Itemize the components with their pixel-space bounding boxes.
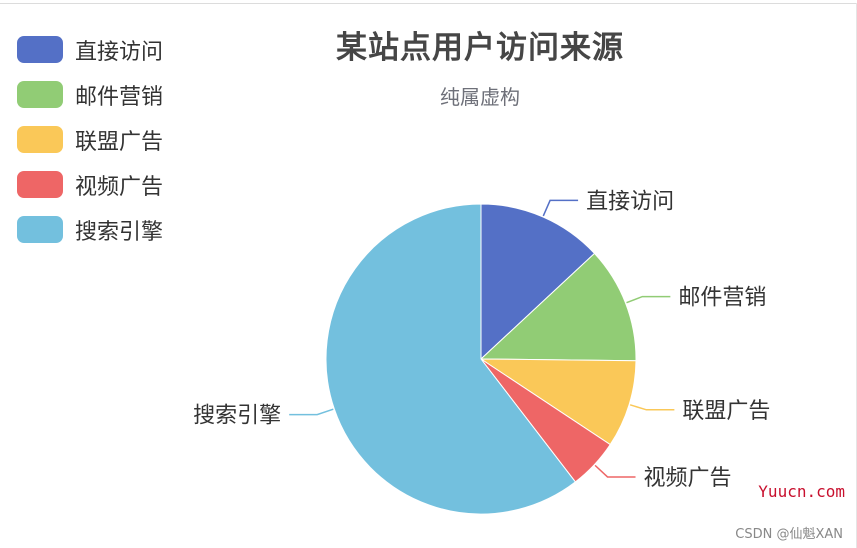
slice-label: 搜索引擎	[193, 404, 281, 429]
legend-swatch	[17, 81, 63, 108]
label-leader-line	[542, 199, 579, 217]
legend-label: 直接访问	[75, 39, 164, 65]
pie-slice[interactable]	[480, 203, 596, 361]
slice-label: 联盟广告	[682, 399, 770, 424]
label-leader-line	[594, 464, 636, 478]
pie-slice[interactable]	[479, 358, 637, 446]
slice-label: 直接访问	[586, 189, 674, 214]
legend-label: 联盟广告	[75, 129, 164, 155]
pie-slice[interactable]	[325, 203, 577, 515]
legend-item[interactable]: 联盟广告	[17, 117, 163, 162]
watermark-author: CSDN @仙魁XAN	[735, 527, 843, 542]
label-leader-line	[629, 404, 675, 411]
legend-label: 搜索引擎	[75, 219, 164, 245]
watermark-site: Yuucn.com	[758, 482, 845, 501]
legend-swatch	[17, 36, 63, 63]
slice-label: 邮件营销	[678, 286, 766, 311]
chart-legend: 直接访问邮件营销联盟广告视频广告搜索引擎	[17, 27, 163, 252]
pie-slice[interactable]	[479, 252, 637, 362]
label-leader-line	[289, 408, 334, 416]
legend-item[interactable]: 邮件营销	[17, 72, 163, 117]
legend-item[interactable]: 直接访问	[17, 27, 163, 72]
legend-swatch	[17, 216, 63, 243]
legend-item[interactable]: 视频广告	[17, 162, 163, 207]
legend-item[interactable]: 搜索引擎	[17, 207, 163, 252]
slice-label: 视频广告	[644, 466, 732, 491]
legend-label: 视频广告	[75, 174, 164, 200]
chart-title: 某站点用户访问来源	[336, 30, 624, 66]
legend-swatch	[17, 171, 63, 198]
top-border	[0, 3, 857, 4]
label-leader-line	[626, 295, 671, 304]
legend-label: 邮件营销	[75, 84, 164, 110]
chart-subtitle: 纯属虚构	[440, 85, 520, 109]
legend-swatch	[17, 126, 63, 153]
